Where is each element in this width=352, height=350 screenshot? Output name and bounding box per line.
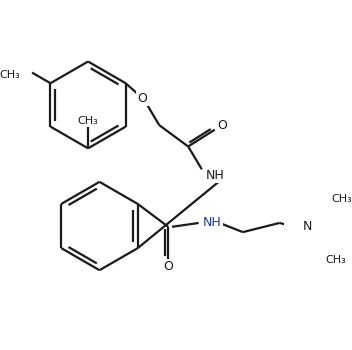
Text: O: O [163, 260, 173, 273]
Text: NH: NH [203, 217, 222, 230]
Text: CH₃: CH₃ [325, 254, 346, 265]
Text: N: N [303, 220, 312, 233]
Text: O: O [218, 119, 227, 132]
Text: NH: NH [206, 169, 225, 182]
Text: CH₃: CH₃ [0, 70, 20, 80]
Text: CH₃: CH₃ [78, 116, 99, 126]
Text: CH₃: CH₃ [332, 194, 352, 204]
Text: O: O [138, 92, 147, 105]
